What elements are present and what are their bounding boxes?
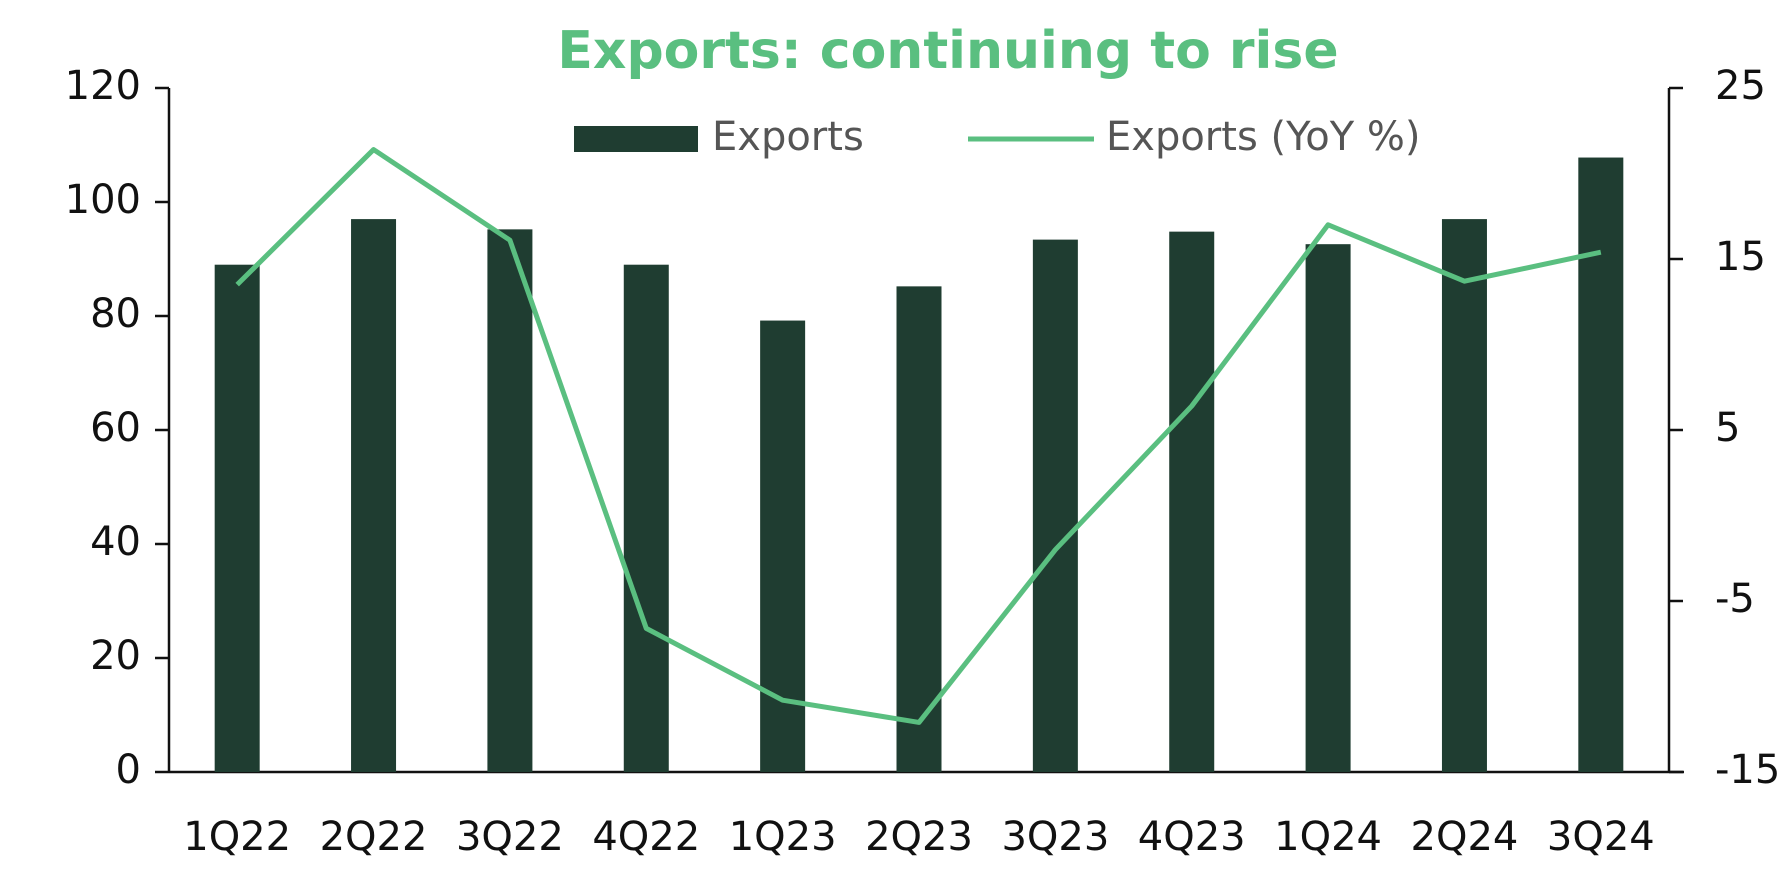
bar <box>1305 244 1351 772</box>
y2-tick-label: 5 <box>1715 405 1740 451</box>
y-tick-label: 0 <box>116 747 141 793</box>
bar <box>760 320 806 772</box>
x-tick-label: 1Q24 <box>1274 814 1382 860</box>
bar <box>1032 239 1078 772</box>
x-tick-label: 2Q23 <box>865 814 973 860</box>
y2-tick-label: -15 <box>1715 747 1780 793</box>
y-tick-label: 60 <box>90 405 141 451</box>
x-tick-label: 4Q23 <box>1138 814 1246 860</box>
y-tick-label: 40 <box>90 519 141 565</box>
x-tick-label: 3Q23 <box>1001 814 1109 860</box>
bar <box>351 219 397 773</box>
bar <box>214 264 260 772</box>
y2-tick-label: 25 <box>1715 63 1766 109</box>
bar <box>623 264 669 772</box>
bar <box>896 286 942 772</box>
line <box>235 147 1602 725</box>
bar <box>1169 231 1215 772</box>
y-tick-label: 80 <box>90 291 141 337</box>
x-tick-label: 2Q22 <box>320 814 428 860</box>
x-tick-label: 2Q24 <box>1411 814 1519 860</box>
legend-label: Exports <box>712 114 864 160</box>
bar <box>1441 219 1487 773</box>
x-tick-label: 3Q22 <box>456 814 564 860</box>
y2-tick-label: 15 <box>1715 234 1766 280</box>
x-tick-label: 4Q22 <box>592 814 700 860</box>
y-tick-label: 100 <box>65 177 141 223</box>
x-tick-label: 1Q22 <box>183 814 291 860</box>
x-tick-label: 3Q24 <box>1547 814 1655 860</box>
chart-title: Exports: continuing to rise <box>557 21 1338 81</box>
y-tick-label: 20 <box>90 633 141 679</box>
y-tick-label: 120 <box>65 63 141 109</box>
legend-swatch <box>574 126 698 152</box>
bar <box>487 229 533 773</box>
bar <box>1578 157 1624 773</box>
y2-tick-label: -5 <box>1715 576 1755 622</box>
legend-label: Exports (YoY %) <box>1106 114 1420 160</box>
x-tick-label: 1Q23 <box>729 814 837 860</box>
